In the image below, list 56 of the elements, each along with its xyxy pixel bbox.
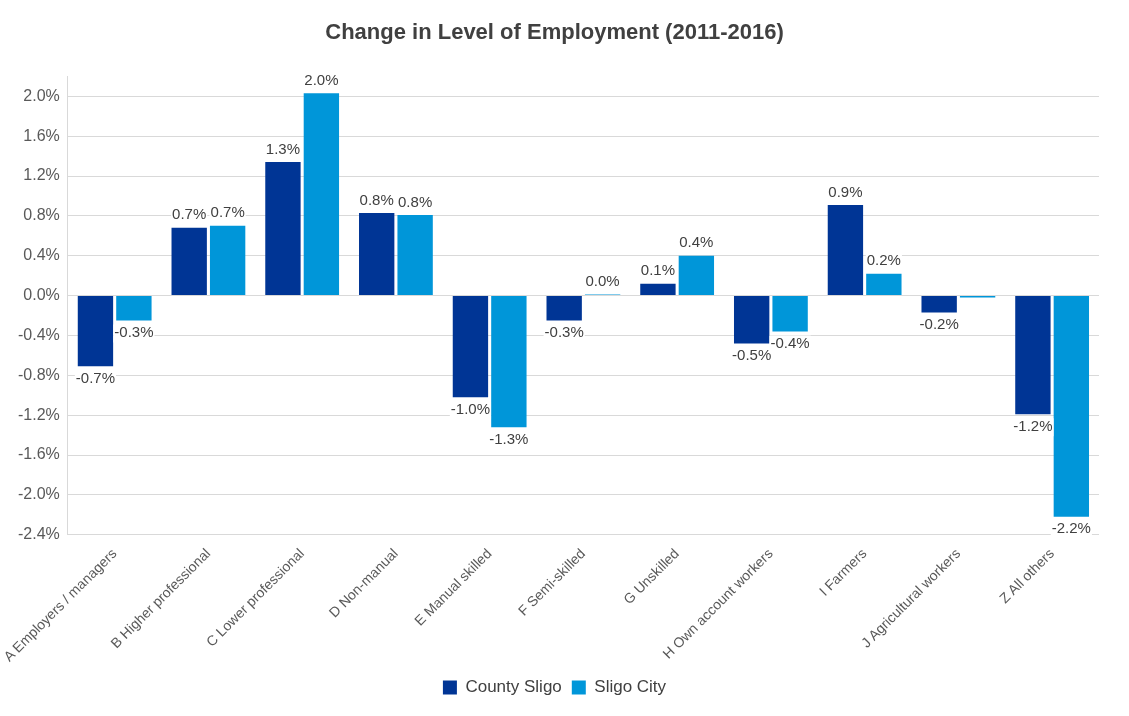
data-label: 0.4% (679, 233, 714, 251)
bar (397, 214, 433, 296)
data-label: -0.4% (770, 334, 810, 352)
y-tick-label: 1.6% (23, 126, 60, 144)
data-label: 2.0% (304, 70, 339, 88)
y-tick-label: -1.2% (18, 405, 60, 423)
data-label: -0.3% (544, 323, 584, 341)
y-tick-label: -0.8% (18, 365, 60, 383)
bar (866, 273, 902, 296)
y-tick-label: 1.2% (23, 166, 60, 184)
data-label: -0.3% (114, 323, 154, 341)
data-label: 0.7% (210, 203, 245, 221)
bar (921, 296, 957, 313)
data-label: 0.7% (172, 205, 207, 223)
y-tick-label: -2.4% (18, 525, 60, 543)
bar (303, 93, 340, 296)
bar (265, 162, 301, 296)
y-tick-label: -0.4% (18, 325, 60, 343)
bar (772, 296, 808, 332)
bar (1053, 296, 1090, 517)
data-label: -0.5% (732, 346, 772, 364)
bar (359, 212, 395, 296)
data-label: 0.1% (640, 261, 676, 279)
bar (452, 296, 489, 398)
chart-title: Change in Level of Employment (2011-2016) (325, 19, 784, 45)
data-label: -1.2% (1013, 416, 1053, 434)
bar (733, 296, 770, 344)
data-label: -0.7% (75, 368, 116, 386)
y-tick-label: -2.0% (18, 485, 60, 503)
legend-label: County Sligo (465, 677, 562, 697)
bar (116, 296, 152, 321)
bar (171, 227, 207, 296)
bar (209, 225, 246, 296)
bar (1015, 296, 1051, 415)
data-label: 0.8% (359, 190, 394, 208)
data-label: 0.8% (398, 192, 433, 210)
data-label: -1.0% (450, 399, 491, 417)
bar (827, 204, 864, 296)
data-label: 0.2% (866, 251, 901, 269)
y-tick-label: 0.4% (23, 246, 60, 264)
data-label: -2.2% (1051, 519, 1091, 537)
data-label: -0.2% (919, 315, 959, 333)
data-label: -1.3% (489, 429, 529, 447)
data-label: 0.9% (828, 182, 863, 200)
legend-label: Sligo City (594, 677, 667, 697)
data-label: 0.0% (585, 272, 620, 290)
y-tick-label: -1.6% (18, 445, 60, 463)
bar (77, 296, 114, 367)
bar (640, 283, 676, 296)
y-tick-label: 2.0% (23, 86, 60, 104)
data-label: 1.3% (265, 139, 301, 157)
bar (678, 255, 715, 296)
y-tick-label: 0.8% (23, 206, 60, 224)
bar (546, 296, 582, 321)
bar (491, 296, 527, 428)
y-tick-label: 0.0% (23, 286, 60, 304)
